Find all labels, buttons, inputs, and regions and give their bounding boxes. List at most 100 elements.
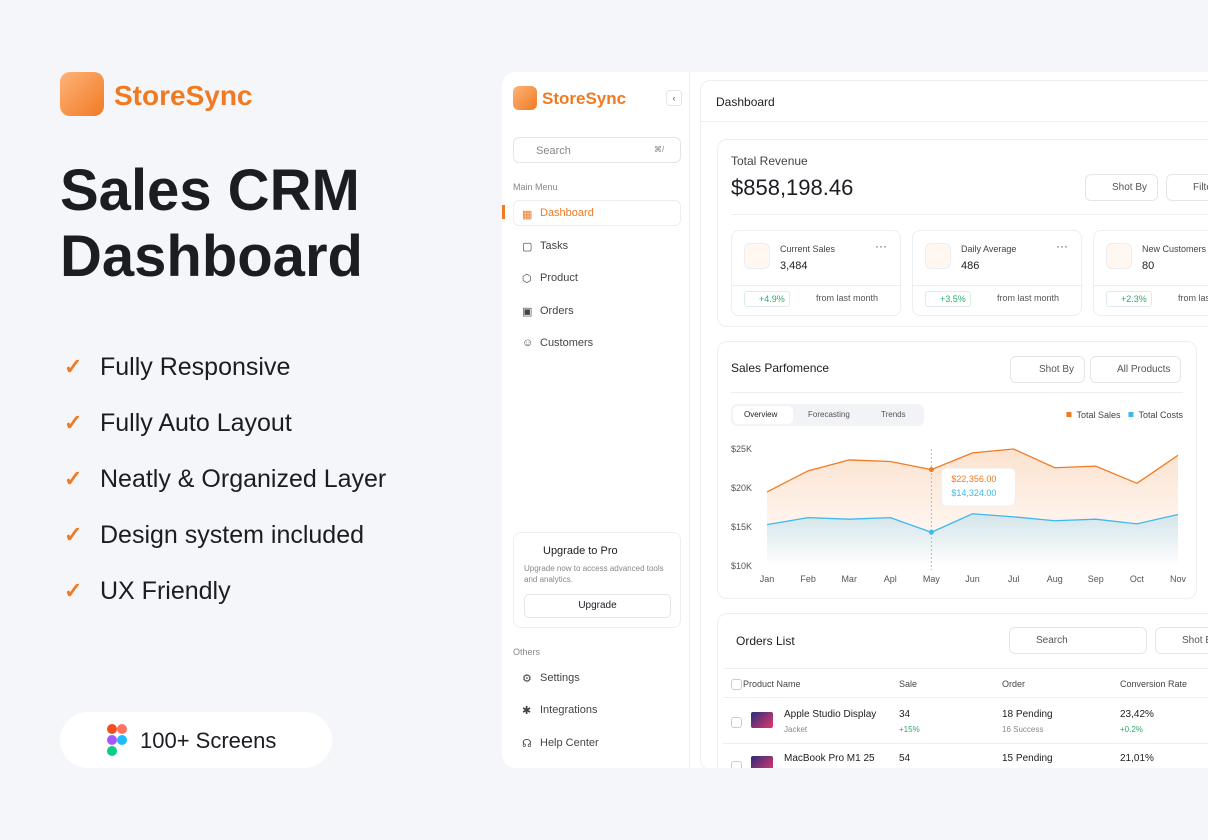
rate: 23,42% <box>1120 709 1154 720</box>
product-filter[interactable]: All Products <box>1090 356 1182 383</box>
upgrade-text: Upgrade now to access advanced tools and… <box>524 564 664 584</box>
menu-item[interactable]: Orders <box>540 305 574 317</box>
logo <box>60 72 104 116</box>
rate-change: +0.2% <box>1120 725 1143 734</box>
menu-item[interactable]: Settings <box>540 672 580 684</box>
brand: StoreSync <box>114 80 253 111</box>
check: ✓ <box>64 410 83 435</box>
tooltip <box>940 467 1016 507</box>
row-divider <box>723 743 1208 744</box>
column-header: Product Name <box>743 679 801 689</box>
check: ✓ <box>64 466 83 491</box>
checkbox <box>731 679 742 690</box>
product-thumb <box>751 756 773 768</box>
badge: 100+ Screens <box>60 712 332 768</box>
stat-label: Current Sales <box>780 244 836 254</box>
stat-change: +4.9% <box>744 291 790 307</box>
dashboard: StoreSync ‹ Search ⌘/ Main Menu ▦ Dashboa… <box>502 72 1208 768</box>
feature: Neatly & Organized Layer <box>100 465 387 493</box>
legend-swatch <box>1128 412 1134 417</box>
upgrade-card: Upgrade to Pro Upgrade now to access adv… <box>513 532 681 628</box>
x-tick-label: Feb <box>800 574 816 584</box>
stat-value: 80 <box>1142 260 1155 272</box>
upgrade-button[interactable]: Upgrade <box>524 594 671 618</box>
sort-button[interactable]: Shot By <box>1085 174 1159 201</box>
tab[interactable]: Trends <box>881 410 906 419</box>
active-item <box>513 200 681 226</box>
chart-card: Sales Parfomence Shot By All Products Ov… <box>717 341 1197 599</box>
success: 16 Success <box>1002 725 1044 734</box>
pending: 15 Pending <box>1002 753 1053 764</box>
sort-button[interactable]: Shot By <box>1010 356 1086 383</box>
stat-value: 3,484 <box>780 260 808 272</box>
menu-icon: ▢ <box>522 241 533 253</box>
logo <box>513 86 537 110</box>
x-tick-label: Aug <box>1047 574 1063 584</box>
checkbox <box>731 761 742 768</box>
orders-search[interactable]: Search <box>1009 627 1147 654</box>
active-tab <box>733 406 793 424</box>
tabs: Overview Forecasting Trends <box>731 404 924 426</box>
revenue-value: $858,198.46 <box>731 175 854 200</box>
tooltip-value: $14,324.00 <box>951 488 996 498</box>
figma-icon <box>107 724 127 756</box>
stat-divider <box>1094 285 1208 286</box>
main: Dashboard Total Revenue $858,198.46 Shot… <box>700 80 1208 768</box>
menu-item[interactable]: Product <box>540 272 578 284</box>
line <box>766 513 1179 533</box>
page-title: Dashboard <box>716 95 775 109</box>
y-tick-label: $20K <box>731 483 752 493</box>
feature: UX Friendly <box>100 577 231 605</box>
point <box>928 467 934 473</box>
x-tick-label: Jun <box>965 574 980 584</box>
menu-item[interactable]: Tasks <box>540 240 569 252</box>
search[interactable]: Search ⌘/ <box>513 137 681 163</box>
sidebar: StoreSync ‹ Search ⌘/ Main Menu ▦ Dashboa… <box>502 72 690 768</box>
stat-card: Daily Average 486 ··· +3.5% from last month <box>912 230 1083 316</box>
collapse-button[interactable]: ‹ <box>666 90 682 106</box>
revenue-label: Total Revenue <box>731 154 808 168</box>
chart: $10K $15K $20K $25K Jan Feb Mar Apl May Jun Jul Aug… <box>731 410 1186 584</box>
sale: 54 <box>899 753 911 764</box>
revenue-card: Total Revenue $858,198.46 Shot By Filter… <box>717 139 1208 327</box>
x-tick-label: May <box>923 574 941 584</box>
stat-card: Current Sales 3,484 ··· +4.9% from last mont… <box>731 230 902 316</box>
menu-item[interactable]: Help Center <box>540 737 599 749</box>
checkbox <box>731 717 742 728</box>
table-header <box>723 668 1208 698</box>
x-tick-label: Mar <box>841 574 857 584</box>
x-tick-label: Oct <box>1130 574 1145 584</box>
column-header: Conversion Rate <box>1120 679 1188 689</box>
tab[interactable]: Overview <box>744 410 778 419</box>
menu-icon: ⚙ <box>522 673 532 685</box>
menu-item[interactable]: Dashboard <box>540 207 594 219</box>
search-text: Search <box>536 145 571 157</box>
stat-icon <box>925 243 951 269</box>
stat-note: from last month <box>816 293 879 303</box>
tab[interactable]: Forecasting <box>808 410 850 419</box>
filter-button[interactable]: Filter <box>1166 174 1208 201</box>
badge-text: 100+ Screens <box>140 728 277 753</box>
sale-change: +15% <box>899 725 920 734</box>
column-header: Order <box>1002 679 1026 689</box>
x-tick-label: Jan <box>760 574 775 584</box>
legend-label: Total Costs <box>1138 410 1183 420</box>
stat-icon <box>1106 243 1132 269</box>
sort-button[interactable]: Shot By <box>1155 627 1208 654</box>
stat-label: New Customers <box>1142 244 1207 254</box>
menu-icon: ▦ <box>522 209 533 221</box>
divider <box>701 121 1208 122</box>
check: ✓ <box>64 354 83 379</box>
menu-icon: ☊ <box>522 738 532 750</box>
stat-note: from last month <box>997 293 1060 303</box>
product-thumb <box>751 712 773 728</box>
x-tick-label: Apl <box>884 574 897 584</box>
product-category: Jacket <box>784 725 808 734</box>
menu-item[interactable]: Integrations <box>540 704 598 716</box>
menu-icon: ✱ <box>522 705 532 717</box>
stat-value: 486 <box>961 260 980 272</box>
legend-label: Total Sales <box>1076 410 1121 420</box>
menu-item[interactable]: Customers <box>540 337 594 349</box>
